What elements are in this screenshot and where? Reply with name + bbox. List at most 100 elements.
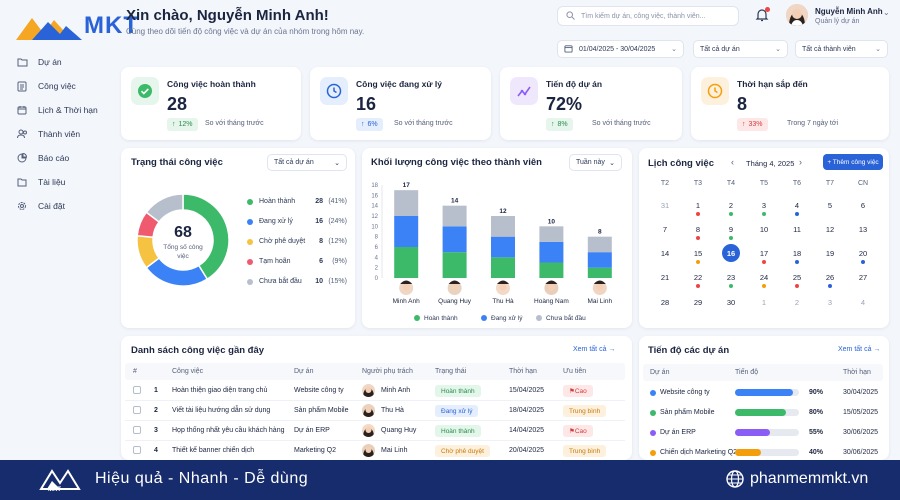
calendar-day[interactable]: 19: [825, 249, 835, 258]
stat-card-deadlines[interactable]: Thời hạn sắp đến 8 ↑ 33% Trong 7 ngày tới: [691, 67, 889, 140]
x-category-label: Thu Hà: [492, 298, 514, 305]
chevron-right-icon[interactable]: ›: [799, 157, 802, 167]
task-project: Sản phẩm Mobile: [294, 407, 349, 414]
x-category-label: Mai Linh: [588, 298, 613, 305]
add-task-button[interactable]: + Thêm công việc: [823, 154, 883, 170]
calendar-day[interactable]: 8: [695, 225, 701, 234]
project-filter-select[interactable]: Tất cả dự án ⌄: [693, 40, 788, 58]
calendar-day[interactable]: 25: [792, 273, 802, 282]
owner-avatar: [362, 424, 375, 437]
calendar-day[interactable]: 2: [728, 201, 734, 210]
calendar-day[interactable]: 11: [793, 225, 801, 234]
document-icon: [16, 176, 28, 188]
stat-card-progress[interactable]: Tiến độ dự án 72% ↑ 8% So với tháng trước: [500, 67, 682, 140]
row-checkbox[interactable]: [133, 406, 141, 414]
stat-card-in-progress[interactable]: Công việc đang xử lý 16 ↑ 6% So với tháng…: [310, 67, 491, 140]
calendar-event-dot: [762, 260, 766, 264]
calendar-day[interactable]: 31: [660, 201, 670, 210]
row-checkbox[interactable]: [133, 426, 141, 434]
project-progress-see-all-link[interactable]: Xem tất cả →: [838, 346, 880, 353]
search-input[interactable]: Tìm kiếm dự án, công việc, thành viên...: [557, 6, 739, 26]
sidebar-item-settings[interactable]: Cài đặt: [8, 194, 108, 218]
status-project-select[interactable]: Tất cả dự án ⌄: [267, 154, 347, 171]
calendar-day[interactable]: 15: [693, 249, 703, 258]
calendar-day[interactable]: 16: [726, 249, 736, 258]
chevron-left-icon[interactable]: ‹: [731, 157, 734, 167]
calendar-day[interactable]: 29: [693, 298, 703, 307]
calendar-day[interactable]: 7: [662, 225, 668, 234]
sidebar-item-members[interactable]: Thành viên: [8, 122, 108, 146]
date-range-filter[interactable]: 01/04/2025 - 30/04/2025 ⌄: [557, 40, 684, 58]
calendar-day[interactable]: 14: [660, 249, 670, 258]
row-checkbox[interactable]: [133, 386, 141, 394]
progress-bar: [735, 449, 799, 456]
calendar-day[interactable]: 1: [695, 201, 701, 210]
user-avatar[interactable]: [786, 4, 808, 26]
calendar-day[interactable]: 9: [728, 225, 734, 234]
bar-segment: [442, 205, 467, 227]
chevron-down-icon[interactable]: ⌄: [883, 8, 890, 17]
calendar-day[interactable]: 17: [759, 249, 769, 258]
calendar-day[interactable]: 27: [858, 273, 868, 282]
bar-segment: [491, 257, 515, 278]
mkt-logo[interactable]: MKT: [14, 10, 154, 44]
task-name[interactable]: Thiết kế banner chiến dịch: [172, 447, 255, 454]
calendar-day[interactable]: 3: [827, 298, 833, 307]
calendar-day[interactable]: 23: [726, 273, 736, 282]
stat-card-completed[interactable]: Công việc hoàn thành 28 ↑ 12% So với thán…: [121, 67, 301, 140]
calendar-day[interactable]: 24: [759, 273, 769, 282]
progress-bar-fill: [735, 389, 793, 396]
notification-dot: [765, 7, 770, 12]
member-filter-select[interactable]: Tất cả thành viên ⌄: [795, 40, 888, 58]
calendar-day[interactable]: 12: [825, 225, 835, 234]
calendar-day[interactable]: 4: [860, 298, 866, 307]
recent-tasks-see-all-link[interactable]: Xem tất cả →: [573, 346, 615, 353]
sidebar-item-projects[interactable]: Dự án: [8, 50, 108, 74]
legend-percent: (24%): [328, 218, 347, 225]
flag-icon: ⚑: [569, 428, 575, 435]
user-role: Quản lý dự án: [815, 18, 860, 25]
row-checkbox[interactable]: [133, 446, 141, 454]
y-tick-label: 18: [371, 183, 378, 189]
progress-bar-fill: [735, 449, 761, 456]
calendar-day[interactable]: 1: [761, 298, 767, 307]
progress-bar: [735, 429, 799, 436]
calendar-day[interactable]: 3: [761, 201, 767, 210]
calendar-day[interactable]: 30: [726, 298, 736, 307]
task-name[interactable]: Hoàn thiện giao diện trang chủ: [172, 387, 268, 394]
legend-value: 8: [319, 238, 323, 245]
calendar-day[interactable]: 26: [825, 273, 835, 282]
sidebar-item-tasks[interactable]: Công việc: [8, 74, 108, 98]
calendar-event-dot: [696, 212, 700, 216]
row-number: 3: [154, 427, 158, 434]
calendar-day[interactable]: 13: [858, 225, 868, 234]
workload-period-select[interactable]: Tuần này ⌄: [569, 154, 622, 171]
calendar-day[interactable]: 28: [660, 298, 670, 307]
recent-tasks-card: [121, 336, 632, 460]
sidebar-item-calendar[interactable]: Lịch & Thời hạn: [8, 98, 108, 122]
legend-label: Chưa bắt đầu: [259, 278, 302, 285]
task-name[interactable]: Họp thống nhất yêu cầu khách hàng: [172, 427, 285, 434]
calendar-day[interactable]: 6: [860, 201, 866, 210]
bar-segment: [587, 252, 612, 268]
calendar-day[interactable]: 18: [792, 249, 802, 258]
x-category-label: Quang Huy: [438, 298, 472, 305]
legend-dot: [247, 258, 253, 265]
bar-segment: [442, 252, 467, 278]
col-due: Thời hạn: [509, 368, 537, 375]
sidebar-item-documents[interactable]: Tài liệu: [8, 170, 108, 194]
sidebar-item-label: Thành viên: [38, 129, 81, 139]
calendar-day[interactable]: 10: [759, 225, 769, 234]
calendar-day[interactable]: 4: [794, 201, 800, 210]
sidebar-item-reports[interactable]: Báo cáo: [8, 146, 108, 170]
calendar-day[interactable]: 21: [660, 273, 670, 282]
logo-text: MKT: [84, 12, 139, 39]
calendar-day[interactable]: 5: [827, 201, 833, 210]
calendar-day[interactable]: 2: [794, 298, 800, 307]
stat-value: 8: [737, 94, 748, 114]
calendar-day[interactable]: 20: [858, 249, 868, 258]
chevron-down-icon: ⌄: [609, 159, 615, 167]
notification-bell-icon[interactable]: [755, 8, 769, 22]
task-name[interactable]: Viết tài liệu hướng dẫn sử dụng: [172, 407, 271, 414]
calendar-day[interactable]: 22: [693, 273, 703, 282]
